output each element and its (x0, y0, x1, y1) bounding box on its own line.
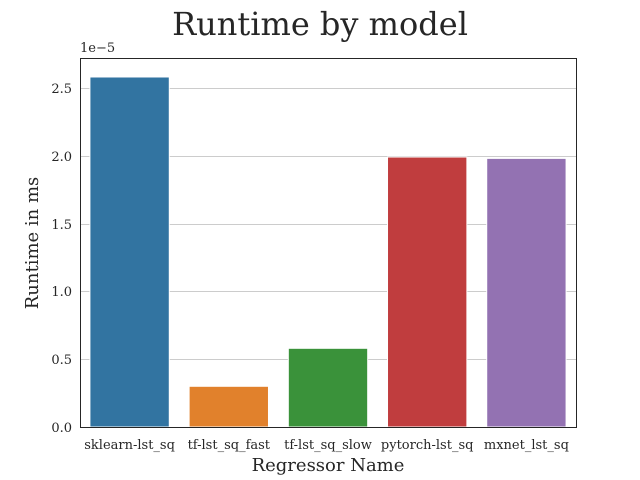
x-axis-label: Regressor Name (252, 455, 405, 476)
bar-sklearn-lst_sq (89, 76, 170, 428)
y-tick-labels: 0.0 0.5 1.0 1.5 2.0 2.5 (51, 82, 72, 436)
y-axis-label: Runtime in ms (22, 177, 43, 310)
chart-title: Runtime by model (172, 5, 468, 43)
x-tick-label: tf-lst_sq_slow (284, 438, 372, 453)
y-tick-label: 0.0 (51, 421, 72, 436)
x-tick-label: tf-lst_sq_fast (188, 438, 271, 453)
y-tick-label: 1.0 (51, 285, 72, 300)
bar-mxnet_lst_sq (486, 157, 567, 428)
y-tick-label: 0.5 (51, 353, 72, 368)
bar-tf-lst_sq_slow (287, 347, 369, 428)
plot-frame (80, 58, 577, 428)
x-tick-label: mxnet_lst_sq (484, 438, 569, 453)
x-tick-labels: sklearn-lst_sq tf-lst_sq_fast tf-lst_sq_sl… (84, 438, 569, 453)
x-tick-label: pytorch-lst_sq (381, 438, 474, 453)
y-tick-label: 2.0 (51, 150, 72, 165)
bar-tf-lst_sq_fast (188, 385, 269, 428)
bars (89, 76, 567, 428)
y-tick-label: 2.5 (51, 82, 72, 97)
y-tick-label: 1.5 (51, 218, 72, 233)
y-scale-offset: 1e−5 (80, 41, 115, 56)
x-tick-label: sklearn-lst_sq (84, 438, 175, 453)
bar-pytorch-lst_sq (387, 156, 468, 428)
